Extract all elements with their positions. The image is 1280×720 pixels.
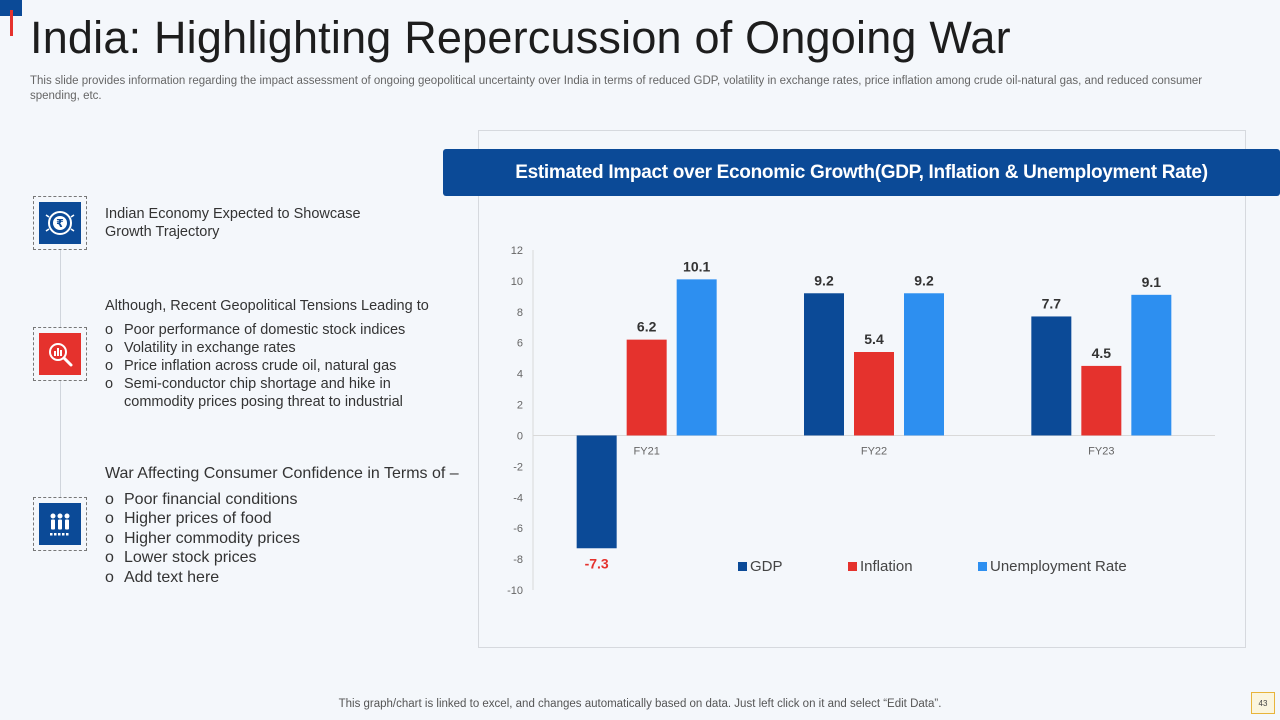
x-tick-label: FY22 [861, 445, 887, 457]
list-item: Lower stock prices [105, 548, 475, 568]
y-tick-label: -4 [513, 492, 523, 504]
item-icon-box-3 [33, 497, 87, 551]
data-label: 9.1 [1142, 274, 1162, 290]
y-tick-label: -10 [507, 585, 523, 597]
footer-note: This graph/chart is linked to excel, and… [338, 698, 942, 710]
list-item: Add text here [105, 568, 475, 588]
y-tick-label: 12 [511, 245, 523, 257]
chart-title: Estimated Impact over Economic Growth(GD… [443, 149, 1280, 196]
x-tick-label: FY21 [634, 445, 660, 457]
x-tick-label: FY23 [1088, 445, 1114, 457]
list-item: Higher commodity prices [105, 529, 475, 549]
item-icon-box-1: ₹ [33, 196, 87, 250]
data-label: 9.2 [914, 272, 934, 288]
legend-label: GDP [750, 558, 783, 575]
bar-gdp [1031, 316, 1072, 436]
list-item: Higher prices of food [105, 509, 475, 529]
bar-gdp [804, 293, 844, 436]
item-bullets-3: Poor financial conditions Higher prices … [105, 490, 475, 588]
legend-label: Unemployment Rate [990, 558, 1127, 575]
corner-accent-red [10, 10, 13, 36]
item-bullets-2: Poor performance of domestic stock indic… [105, 321, 460, 411]
bar-unemployment-rate [676, 279, 717, 436]
legend-swatch [738, 562, 747, 571]
data-label: 5.4 [864, 331, 884, 347]
data-label: -7.3 [585, 555, 609, 571]
chart-magnifier-icon [39, 333, 81, 375]
svg-text:₹: ₹ [56, 217, 64, 230]
legend-swatch [978, 562, 987, 571]
bar-inflation [854, 352, 894, 436]
y-tick-label: -2 [513, 461, 523, 473]
corner-accent-blue [0, 0, 22, 16]
page-number: 43 [1251, 692, 1275, 714]
list-item: Poor financial conditions [105, 490, 475, 510]
y-tick-label: -6 [513, 523, 523, 535]
bar-unemployment-rate [904, 293, 944, 436]
item-heading-1: Indian Economy Expected to Showcase Grow… [105, 206, 361, 240]
item-text-2: Although, Recent Geopolitical Tensions L… [105, 297, 460, 411]
data-label: 6.2 [637, 319, 657, 335]
y-tick-label: 8 [517, 307, 523, 319]
y-tick-label: 10 [511, 276, 523, 288]
item-icon-box-2 [33, 327, 87, 381]
item-text-3: War Affecting Consumer Confidence in Ter… [105, 464, 475, 587]
data-label: 4.5 [1092, 345, 1112, 361]
list-item: Price inflation across crude oil, natura… [105, 357, 460, 375]
bar-inflation [626, 339, 667, 436]
bar-unemployment-rate [1131, 294, 1172, 436]
item-text-1: Indian Economy Expected to Showcase Grow… [105, 205, 405, 241]
bar-inflation [1081, 365, 1122, 436]
data-label: 9.2 [814, 272, 834, 288]
page-subtitle: This slide provides information regardin… [30, 75, 1203, 102]
list-item: Poor performance of domestic stock indic… [105, 321, 460, 339]
bar-chart[interactable]: 12 10 8 6 4 2 0 -2 -4 -6 -8 -10 FY21 -7.3 6.2 10.1 FY22 9… [478, 196, 1246, 646]
people-icon [39, 503, 81, 545]
item-heading-3: War Affecting Consumer Confidence in Ter… [105, 465, 459, 482]
legend-label: Inflation [860, 558, 913, 575]
legend-swatch [848, 562, 857, 571]
y-tick-label: 6 [517, 338, 523, 350]
page-title: India: Highlighting Repercussion of Ongo… [30, 12, 1011, 63]
list-item: Semi-conductor chip shortage and hike in… [105, 375, 460, 411]
y-tick-label: 2 [517, 400, 523, 412]
y-tick-label: 0 [517, 430, 523, 442]
data-label: 10.1 [683, 258, 710, 274]
data-label: 7.7 [1042, 295, 1062, 311]
list-item: Volatility in exchange rates [105, 339, 460, 357]
bar-gdp [576, 435, 617, 549]
y-tick-label: -8 [513, 554, 523, 566]
item-heading-2: Although, Recent Geopolitical Tensions L… [105, 298, 429, 314]
y-tick-label: 4 [517, 369, 523, 381]
rupee-growth-icon: ₹ [39, 202, 81, 244]
